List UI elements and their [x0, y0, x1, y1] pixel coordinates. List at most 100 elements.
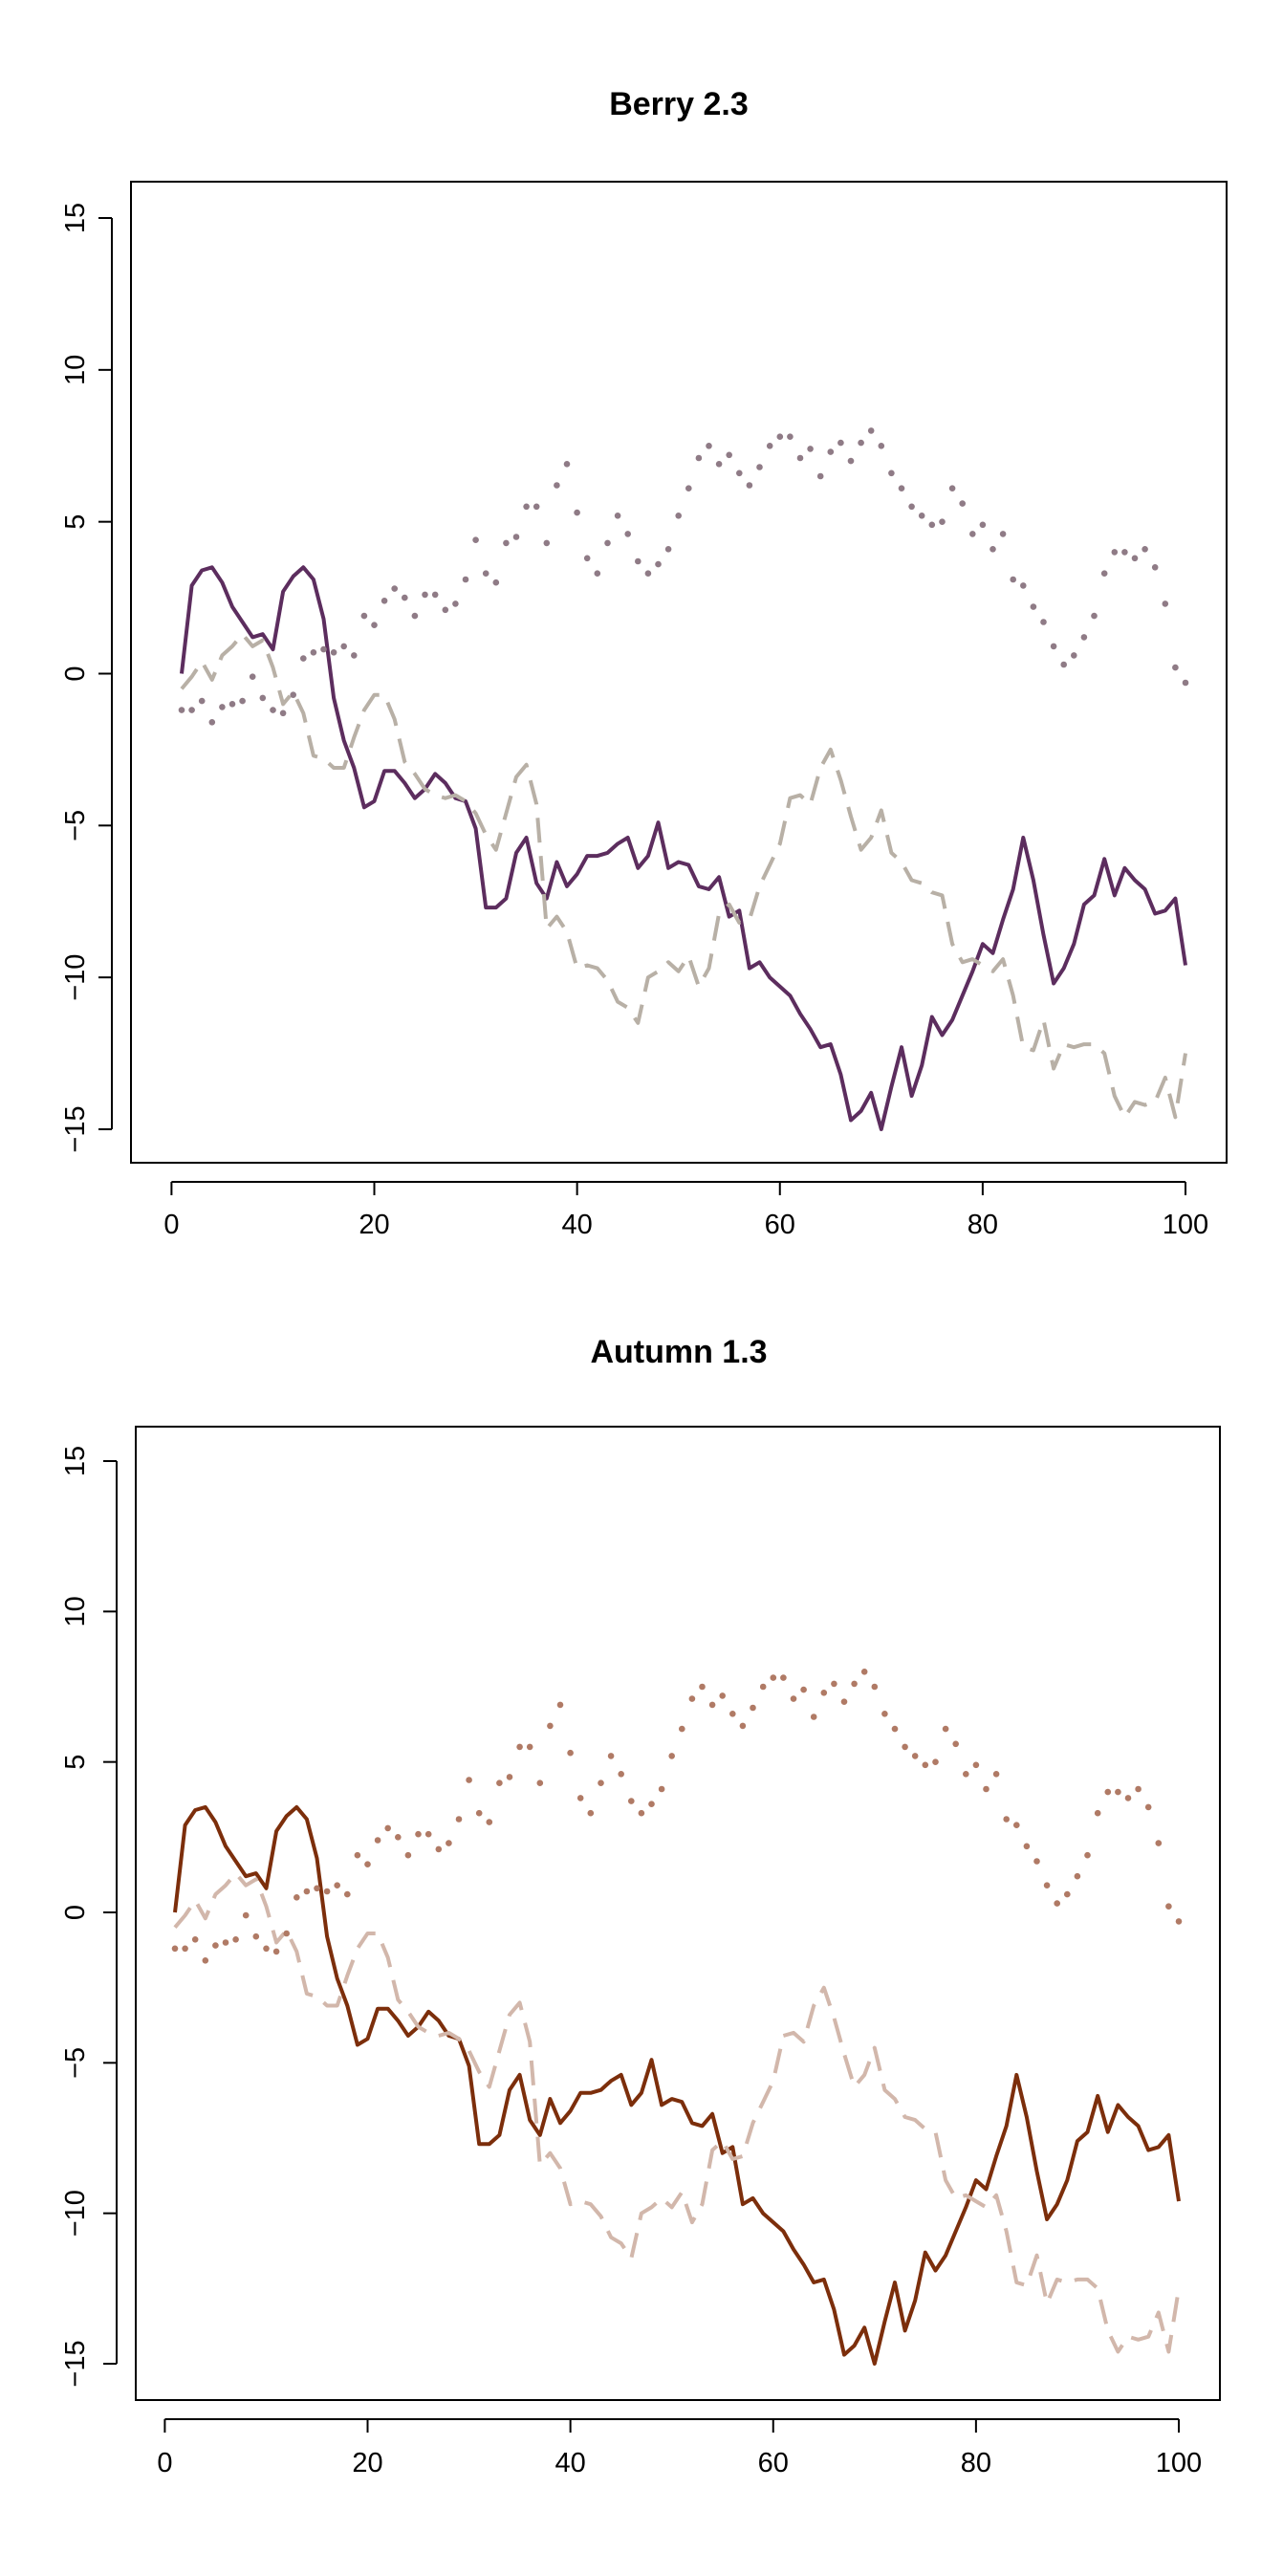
data-point [959, 500, 966, 507]
data-point [831, 1680, 837, 1688]
data-point [807, 446, 814, 452]
x-tick-label: 100 [1156, 2448, 1202, 2478]
data-point [706, 443, 712, 449]
data-point [496, 1779, 503, 1786]
data-point [512, 534, 520, 540]
data-point [212, 1942, 219, 1949]
data-point [1020, 582, 1027, 589]
data-point [1003, 1816, 1010, 1823]
data-point [837, 439, 844, 447]
data-point [1100, 570, 1108, 577]
data-point [867, 427, 875, 434]
data-point [198, 697, 206, 705]
data-point [1013, 1822, 1020, 1828]
y-tick-label: 15 [60, 1446, 91, 1476]
data-point [334, 1882, 341, 1888]
data-point [431, 591, 439, 599]
data-point [232, 1936, 239, 1943]
data-point [618, 1771, 624, 1778]
series-dashed [173, 1871, 1181, 2354]
x-tick-label: 40 [562, 1210, 593, 1240]
data-point [1030, 603, 1037, 610]
data-point [533, 503, 540, 511]
data-point [466, 1777, 472, 1783]
data-point [364, 1861, 371, 1867]
data-point [219, 704, 226, 710]
data-point [1162, 600, 1169, 607]
data-point [587, 1809, 595, 1817]
data-point [972, 1761, 980, 1769]
data-point [536, 1779, 544, 1786]
data-point [547, 1722, 554, 1730]
data-point [435, 1845, 443, 1853]
data-point [708, 1701, 716, 1709]
data-point [635, 557, 642, 565]
data-point [583, 555, 591, 562]
data-point [800, 1686, 807, 1693]
data-point [1121, 549, 1128, 556]
data-point [1144, 1803, 1152, 1811]
series-layer [171, 1669, 1183, 2366]
data-point [411, 612, 419, 620]
plot-frame [135, 1426, 1221, 2401]
data-point [310, 649, 317, 656]
data-point [222, 1939, 229, 1946]
x-tick-label: 100 [1163, 1210, 1208, 1240]
x-tick-label: 20 [359, 1210, 389, 1240]
y-tick-label: 0 [60, 1905, 91, 1920]
data-point [840, 1698, 848, 1705]
data-point [776, 433, 784, 441]
x-axis: 0 20 40 60 80 100 [163, 1181, 1208, 1240]
data-point [554, 482, 560, 489]
data-point [770, 1674, 777, 1681]
data-point [178, 707, 185, 713]
data-point [1182, 679, 1189, 687]
data-point [922, 1761, 929, 1769]
data-point [810, 1714, 817, 1720]
data-point [323, 1888, 331, 1895]
data-point [1043, 1882, 1051, 1888]
data-point [314, 1885, 320, 1892]
data-point [1033, 1858, 1040, 1865]
data-point [675, 513, 682, 519]
data-point [228, 701, 236, 708]
data-point [1151, 564, 1159, 571]
chart-panel-autumn: Autumn 1.3 0 20 40 60 80 100 −15 −10 −5 0 5 10 15 [60, 1334, 1221, 2478]
data-point [455, 1816, 463, 1823]
data-point [270, 707, 276, 713]
data-point [928, 521, 936, 529]
data-point [664, 546, 672, 553]
data-point [796, 454, 804, 462]
y-tick-label: 0 [60, 666, 91, 681]
data-point [658, 1785, 665, 1793]
data-point [851, 1680, 858, 1688]
data-point [881, 1711, 888, 1717]
data-point [939, 518, 946, 525]
data-point [695, 454, 703, 462]
data-point [908, 503, 915, 511]
data-point [1064, 1890, 1071, 1898]
data-point [1155, 1840, 1163, 1846]
data-point [272, 1948, 280, 1955]
data-point [526, 1743, 533, 1751]
x-tick-label: 80 [968, 1210, 998, 1240]
data-point [208, 719, 216, 726]
data-point [979, 521, 987, 529]
data-point [963, 1771, 969, 1778]
series-dotted [171, 1669, 1183, 1964]
x-tick-label: 0 [157, 2448, 172, 2478]
data-point [472, 536, 479, 543]
data-point [402, 594, 408, 601]
data-point [1023, 1843, 1031, 1850]
y-tick-label: −15 [60, 2340, 91, 2387]
data-point [374, 1837, 381, 1844]
data-point [371, 622, 378, 628]
data-point [279, 709, 287, 717]
data-point [503, 539, 510, 547]
data-point [384, 1824, 392, 1832]
data-point [1040, 619, 1047, 625]
data-point [766, 443, 773, 449]
data-point [1124, 1795, 1132, 1801]
data-point [259, 694, 267, 702]
